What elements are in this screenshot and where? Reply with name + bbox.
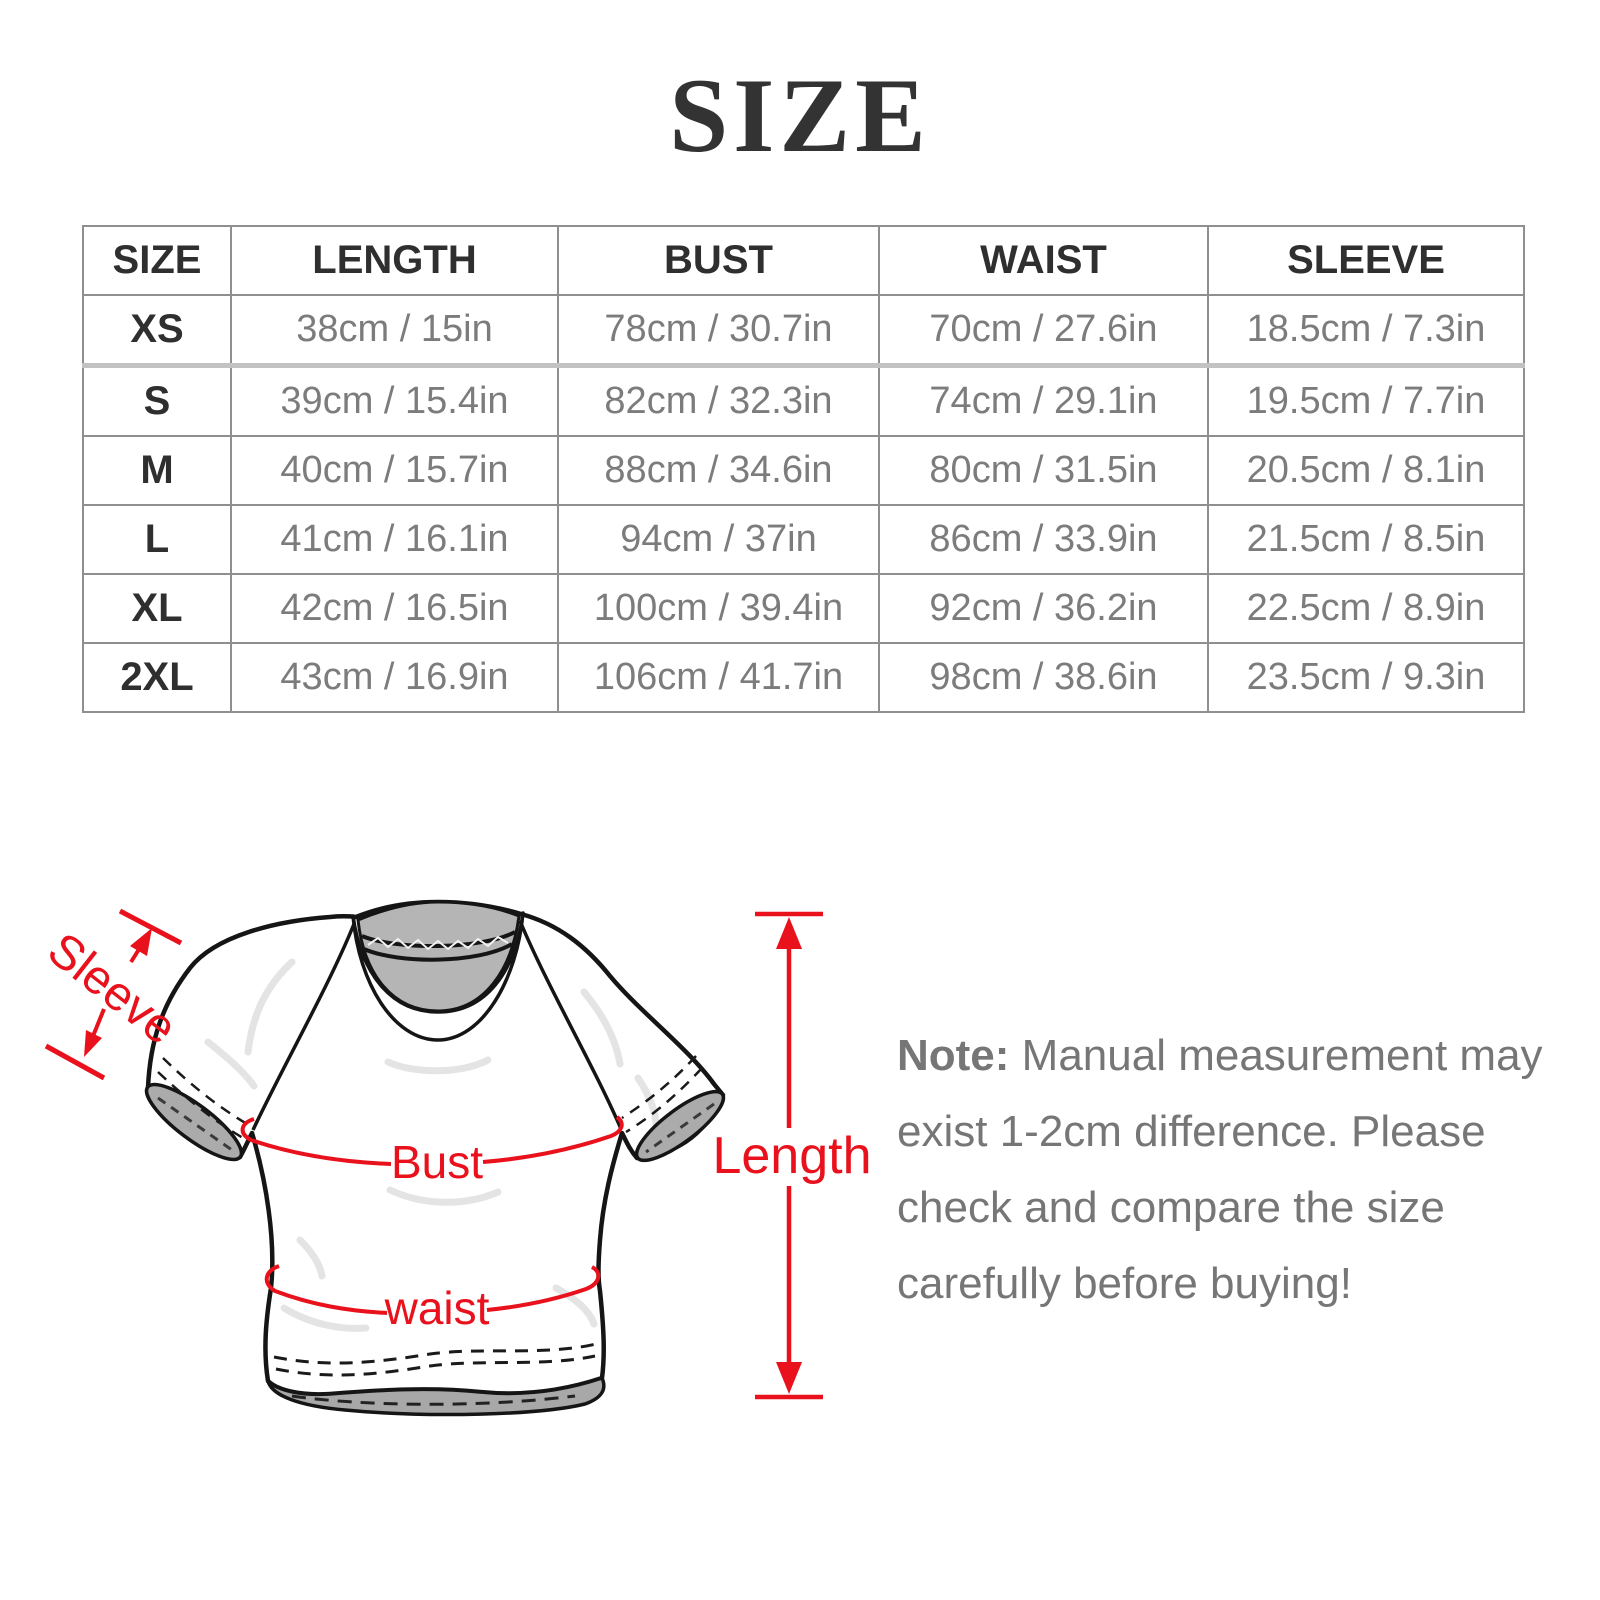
cell-waist: 92cm / 36.2in <box>878 573 1209 644</box>
length-label: Length <box>712 1127 871 1185</box>
note-line3: check and compare the size <box>897 1183 1445 1232</box>
cell-size: XS <box>82 294 232 368</box>
cell-sleeve: 20.5cm / 8.1in <box>1207 435 1525 506</box>
cell-sleeve: 23.5cm / 9.3in <box>1207 642 1525 713</box>
cell-length: 42cm / 16.5in <box>230 573 559 644</box>
cell-sleeve: 18.5cm / 7.3in <box>1207 294 1525 368</box>
cell-sleeve: 21.5cm / 8.5in <box>1207 504 1525 575</box>
cell-waist: 74cm / 29.1in <box>878 364 1209 437</box>
size-table: SIZE LENGTH BUST WAIST SLEEVE XS 38cm / … <box>82 225 1525 713</box>
bust-line <box>240 1115 624 1166</box>
hem-band <box>266 1376 606 1417</box>
cell-sleeve: 22.5cm / 8.9in <box>1207 573 1525 644</box>
table-row-xs: XS 38cm / 15in 78cm / 30.7in 70cm / 27.6… <box>82 294 1525 368</box>
header-sleeve: SLEEVE <box>1207 225 1525 296</box>
cell-length: 41cm / 16.1in <box>230 504 559 575</box>
table-row-s: S 39cm / 15.4in 82cm / 32.3in 74cm / 29.… <box>82 364 1525 437</box>
cell-size: XL <box>82 573 232 644</box>
cell-size: 2XL <box>82 642 232 713</box>
cell-length: 38cm / 15in <box>230 294 559 368</box>
note-line1: Manual measurement may <box>1009 1031 1543 1080</box>
collar-zigzag-stitch <box>361 930 516 962</box>
header-waist: WAIST <box>878 225 1209 296</box>
hem-stitching <box>273 1342 597 1377</box>
table-row-2xl: 2XL 43cm / 16.9in 106cm / 41.7in 98cm / … <box>82 642 1525 713</box>
cell-waist: 70cm / 27.6in <box>878 294 1209 368</box>
header-bust: BUST <box>557 225 880 296</box>
cell-bust: 78cm / 30.7in <box>557 294 880 368</box>
cell-size: M <box>82 435 232 506</box>
note-prefix: Note: <box>897 1031 1010 1080</box>
note-line4: carefully before buying! <box>897 1259 1352 1308</box>
raglan-seam-left <box>251 923 356 1131</box>
cuff-right-stitch <box>645 1102 715 1154</box>
header-length: LENGTH <box>230 225 559 296</box>
page-title: SIZE <box>669 57 931 174</box>
table-row-l: L 41cm / 16.1in 94cm / 37in 86cm / 33.9i… <box>82 504 1525 575</box>
header-size: SIZE <box>82 225 232 296</box>
cell-length: 43cm / 16.9in <box>230 642 559 713</box>
cell-size: S <box>82 364 232 437</box>
note-text: Note: Manual measurement may exist 1-2cm… <box>897 1018 1543 1322</box>
bust-label: Bust <box>391 1136 483 1188</box>
waist-label: waist <box>384 1282 490 1334</box>
raglan-seam-right <box>518 920 623 1130</box>
cell-length: 40cm / 15.7in <box>230 435 559 506</box>
note-line2: exist 1-2cm difference. Please <box>897 1107 1486 1156</box>
sleeve-label: Sleeve <box>38 923 186 1055</box>
table-row-m: M 40cm / 15.7in 88cm / 34.6in 80cm / 31.… <box>82 435 1525 506</box>
fabric-shading <box>204 958 660 1332</box>
cell-bust: 82cm / 32.3in <box>557 364 880 437</box>
waist-line <box>264 1264 601 1315</box>
cuff-left <box>144 1082 244 1162</box>
tshirt-illustration <box>144 899 726 1417</box>
cell-sleeve: 19.5cm / 7.7in <box>1207 364 1525 437</box>
table-header-row: SIZE LENGTH BUST WAIST SLEEVE <box>82 225 1525 296</box>
cell-waist: 98cm / 38.6in <box>878 642 1209 713</box>
length-dimension-arrow <box>755 911 823 1400</box>
cell-bust: 94cm / 37in <box>557 504 880 575</box>
sleeve-dimension-arrow <box>44 908 183 1081</box>
cell-waist: 80cm / 31.5in <box>878 435 1209 506</box>
table-row-xl: XL 42cm / 16.5in 100cm / 39.4in 92cm / 3… <box>82 573 1525 644</box>
cell-bust: 88cm / 34.6in <box>557 435 880 506</box>
cell-bust: 106cm / 41.7in <box>557 642 880 713</box>
cell-length: 39cm / 15.4in <box>230 364 559 437</box>
cell-waist: 86cm / 33.9in <box>878 504 1209 575</box>
cell-bust: 100cm / 39.4in <box>557 573 880 644</box>
tshirt-measurement-diagram: Sleeve Bust waist Length <box>38 899 872 1417</box>
hem-band-stitch <box>291 1394 576 1406</box>
cell-size: L <box>82 504 232 575</box>
collar-band <box>351 911 525 1042</box>
